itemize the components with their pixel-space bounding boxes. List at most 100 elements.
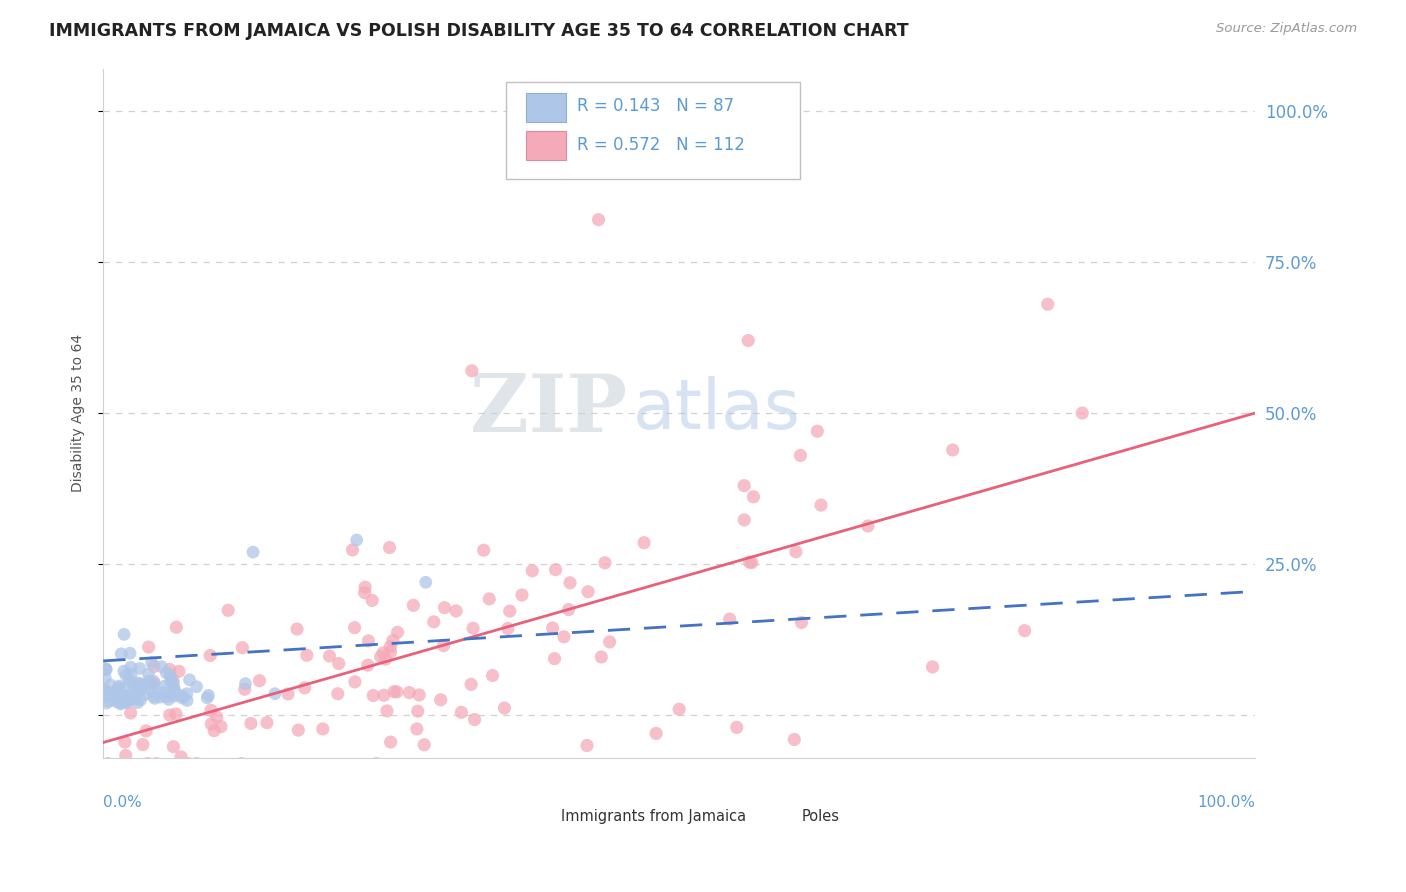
Point [155, 665, 177, 680]
Point [382, 684, 405, 698]
Point [202, 723, 225, 738]
Point [806, 424, 828, 438]
Point [172, 691, 194, 706]
Point [718, 612, 741, 626]
Text: Immigrants from Jamaica: Immigrants from Jamaica [561, 809, 745, 823]
Point [104, 688, 127, 702]
Point [141, 685, 163, 699]
Point [380, 645, 402, 659]
Point [142, 678, 165, 692]
Point [112, 694, 135, 708]
Point [510, 588, 533, 602]
Point [138, 676, 160, 690]
Point [375, 704, 398, 718]
Point [94, 689, 117, 703]
Point [100, 678, 122, 692]
Point [94, 684, 117, 698]
Point [115, 695, 138, 709]
Point [785, 545, 807, 559]
Point [142, 674, 165, 689]
Point [114, 689, 136, 703]
Point [318, 649, 340, 664]
Point [357, 633, 380, 648]
Point [138, 640, 160, 654]
Text: 0.0%: 0.0% [103, 796, 142, 811]
Point [357, 658, 380, 673]
Point [153, 685, 176, 699]
Point [127, 696, 149, 710]
Point [176, 687, 198, 701]
Point [170, 749, 193, 764]
Point [163, 681, 186, 695]
Point [558, 575, 581, 590]
Point [94, 662, 117, 676]
Point [741, 556, 763, 570]
Point [576, 584, 599, 599]
Point [405, 722, 427, 736]
Point [294, 681, 316, 695]
Point [179, 673, 201, 687]
Point [366, 756, 388, 771]
Point [197, 689, 219, 703]
Point [143, 676, 166, 690]
Point [128, 661, 150, 675]
Point [378, 541, 401, 555]
Point [114, 691, 136, 706]
Point [129, 693, 152, 707]
Y-axis label: Disability Age 35 to 64: Disability Age 35 to 64 [72, 334, 86, 492]
Point [432, 639, 454, 653]
Point [110, 696, 132, 710]
Point [163, 683, 186, 698]
Point [165, 620, 187, 634]
Point [177, 756, 200, 771]
Point [499, 604, 522, 618]
Point [725, 720, 748, 734]
Point [599, 635, 621, 649]
Point [1071, 406, 1094, 420]
Point [385, 685, 408, 699]
Point [96, 662, 118, 676]
Point [129, 680, 152, 694]
Point [120, 667, 142, 681]
Point [118, 693, 141, 707]
Point [108, 679, 131, 693]
Point [387, 625, 409, 640]
Point [733, 478, 755, 492]
Point [374, 652, 396, 666]
Point [733, 513, 755, 527]
Point [460, 677, 482, 691]
Point [186, 680, 208, 694]
Point [127, 676, 149, 690]
Point [105, 695, 128, 709]
Point [346, 533, 368, 547]
Point [285, 622, 308, 636]
Point [783, 732, 806, 747]
Point [544, 563, 567, 577]
Point [129, 683, 152, 698]
Point [125, 692, 148, 706]
Point [541, 621, 564, 635]
Point [120, 706, 142, 720]
Point [134, 688, 156, 702]
Point [264, 687, 287, 701]
Point [856, 519, 879, 533]
Text: IMMIGRANTS FROM JAMAICA VS POLISH DISABILITY AGE 35 TO 64 CORRELATION CHART: IMMIGRANTS FROM JAMAICA VS POLISH DISABI… [49, 22, 908, 40]
Point [553, 630, 575, 644]
Point [593, 556, 616, 570]
Point [110, 693, 132, 707]
Point [112, 664, 135, 678]
Point [481, 668, 503, 682]
Point [159, 708, 181, 723]
Point [110, 647, 132, 661]
Point [129, 677, 152, 691]
Point [738, 555, 761, 569]
Point [588, 212, 610, 227]
Point [231, 640, 253, 655]
Point [108, 681, 131, 695]
Point [135, 724, 157, 739]
Point [494, 701, 516, 715]
Point [107, 692, 129, 706]
Point [156, 690, 179, 704]
Point [142, 690, 165, 704]
Point [522, 564, 544, 578]
